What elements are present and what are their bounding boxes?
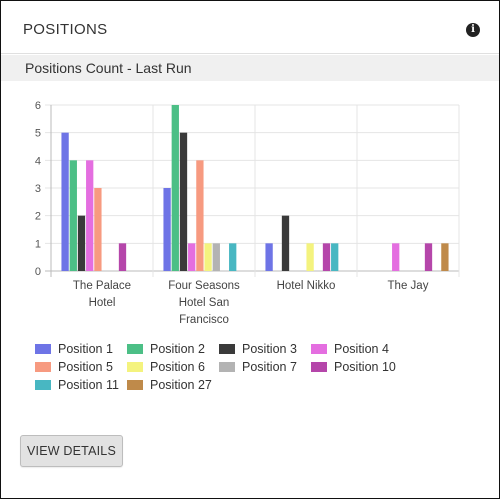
bar-position-7 bbox=[212, 243, 220, 271]
bar-position-11 bbox=[331, 243, 339, 271]
bar-position-3 bbox=[179, 132, 188, 271]
legend-item[interactable]: Position 11 bbox=[35, 378, 119, 392]
legend-label: Position 27 bbox=[150, 378, 212, 392]
bar-position-10 bbox=[118, 243, 127, 271]
y-tick-label: 1 bbox=[35, 238, 41, 250]
section-title: Positions Count - Last Run bbox=[25, 60, 192, 76]
x-tick-label: Hotel Nikko bbox=[277, 280, 336, 292]
y-tick-label: 5 bbox=[35, 128, 41, 140]
x-tick-label: Francisco bbox=[179, 314, 229, 326]
legend-swatch bbox=[311, 343, 327, 354]
y-tick-label: 0 bbox=[35, 266, 41, 278]
legend-item[interactable]: Position 6 bbox=[127, 360, 205, 374]
y-tick-label: 6 bbox=[35, 100, 41, 112]
legend-label: Position 11 bbox=[58, 378, 119, 392]
x-tick-label: Four Seasons bbox=[168, 280, 240, 292]
legend-label: Position 5 bbox=[58, 360, 113, 374]
legend-swatch bbox=[127, 361, 143, 372]
legend-item[interactable]: Position 3 bbox=[219, 342, 297, 356]
legend-item[interactable]: Position 7 bbox=[219, 360, 297, 374]
bar-position-11 bbox=[229, 243, 237, 271]
positions-bar-chart: 0 1 2 3 4 5 6 The Palace Hotel Four Seasons Hotel … bbox=[35, 100, 460, 326]
bar-position-27 bbox=[441, 243, 449, 271]
bar-position-10 bbox=[322, 243, 331, 271]
legend-item[interactable]: Position 27 bbox=[127, 378, 212, 392]
legend-label: Position 4 bbox=[334, 342, 389, 356]
card-header: POSITIONS i bbox=[1, 1, 499, 54]
legend-swatch bbox=[127, 379, 143, 390]
legend-swatch bbox=[219, 343, 235, 354]
legend-swatch bbox=[127, 343, 143, 354]
bar-position-5 bbox=[94, 188, 102, 271]
bar-position-5 bbox=[196, 160, 204, 271]
legend-swatch bbox=[35, 361, 51, 372]
view-details-button[interactable]: VIEW DETAILS bbox=[20, 435, 123, 467]
y-tick-label: 3 bbox=[35, 183, 41, 195]
bar-position-2 bbox=[69, 160, 77, 271]
legend-swatch bbox=[35, 379, 51, 390]
x-tick-label: Hotel bbox=[89, 297, 116, 309]
bar-position-4 bbox=[188, 243, 196, 271]
legend-label: Position 3 bbox=[242, 342, 297, 356]
bar-position-4 bbox=[86, 160, 94, 271]
legend-item[interactable]: Position 2 bbox=[127, 342, 205, 356]
legend-item[interactable]: Position 4 bbox=[311, 342, 389, 356]
bar-position-1 bbox=[265, 243, 273, 271]
legend-label: Position 1 bbox=[58, 342, 113, 356]
legend-label: Position 7 bbox=[242, 360, 297, 374]
bar-position-6 bbox=[204, 243, 212, 271]
y-tick-label: 4 bbox=[35, 155, 41, 167]
bar-position-4 bbox=[392, 243, 400, 271]
legend-item[interactable]: Position 1 bbox=[35, 342, 113, 356]
legend-label: Position 2 bbox=[150, 342, 205, 356]
legend-swatch bbox=[35, 343, 51, 354]
bar-position-1 bbox=[163, 188, 171, 271]
bar-position-1 bbox=[61, 132, 69, 271]
legend-label: Position 10 bbox=[334, 360, 396, 374]
legend-item[interactable]: Position 10 bbox=[311, 360, 396, 374]
info-icon[interactable]: i bbox=[466, 23, 480, 37]
bar-position-3 bbox=[77, 215, 86, 271]
bar-position-2 bbox=[171, 105, 179, 271]
legend-swatch bbox=[311, 361, 327, 372]
bar-position-6 bbox=[306, 243, 314, 271]
bar-position-10 bbox=[424, 243, 433, 271]
card-title: POSITIONS bbox=[23, 21, 108, 38]
bar-position-3 bbox=[281, 215, 290, 271]
legend-swatch bbox=[219, 361, 235, 372]
legend-item[interactable]: Position 5 bbox=[35, 360, 113, 374]
y-tick-label: 2 bbox=[35, 211, 41, 223]
x-tick-label: The Jay bbox=[388, 280, 429, 292]
x-tick-label: The Palace bbox=[73, 280, 131, 292]
x-tick-label: Hotel San bbox=[179, 297, 230, 309]
legend-label: Position 6 bbox=[150, 360, 205, 374]
section-header: Positions Count - Last Run bbox=[1, 55, 499, 81]
